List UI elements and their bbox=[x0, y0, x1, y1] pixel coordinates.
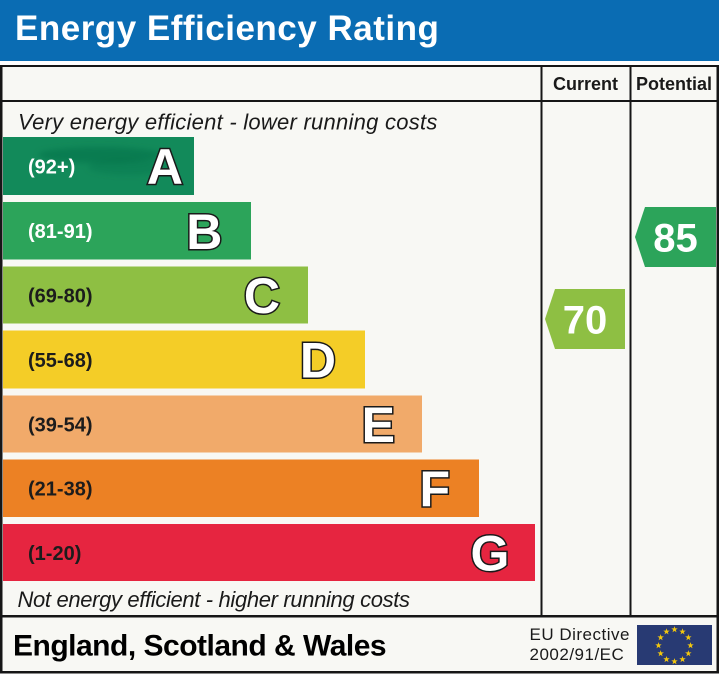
svg-text:(92+): (92+) bbox=[28, 156, 75, 178]
svg-text:A: A bbox=[147, 139, 183, 195]
svg-text:G: G bbox=[470, 526, 509, 582]
svg-text:B: B bbox=[186, 204, 222, 260]
svg-text:Current: Current bbox=[553, 74, 618, 94]
svg-text:2002/91/EC: 2002/91/EC bbox=[530, 645, 625, 664]
svg-text:(1-20): (1-20) bbox=[28, 543, 81, 565]
svg-text:(69-80): (69-80) bbox=[28, 285, 92, 307]
svg-text:E: E bbox=[362, 397, 395, 453]
svg-text:70: 70 bbox=[563, 299, 608, 343]
svg-text:(39-54): (39-54) bbox=[28, 414, 92, 436]
svg-text:(81-91): (81-91) bbox=[28, 221, 92, 243]
svg-text:(21-38): (21-38) bbox=[28, 479, 92, 501]
svg-text:England, Scotland & Wales: England, Scotland & Wales bbox=[13, 630, 386, 663]
svg-text:Potential: Potential bbox=[636, 74, 712, 94]
svg-text:C: C bbox=[244, 268, 280, 324]
svg-text:F: F bbox=[419, 461, 450, 517]
svg-text:Very energy efficient - lower: Very energy efficient - lower running co… bbox=[18, 110, 438, 135]
svg-text:Not energy efficient - higher: Not energy efficient - higher running co… bbox=[18, 587, 411, 612]
svg-text:(55-68): (55-68) bbox=[28, 350, 92, 372]
svg-text:Energy Efficiency Rating: Energy Efficiency Rating bbox=[15, 9, 439, 48]
svg-text:EU Directive: EU Directive bbox=[530, 625, 630, 644]
svg-text:85: 85 bbox=[653, 217, 698, 261]
svg-text:D: D bbox=[300, 333, 336, 389]
